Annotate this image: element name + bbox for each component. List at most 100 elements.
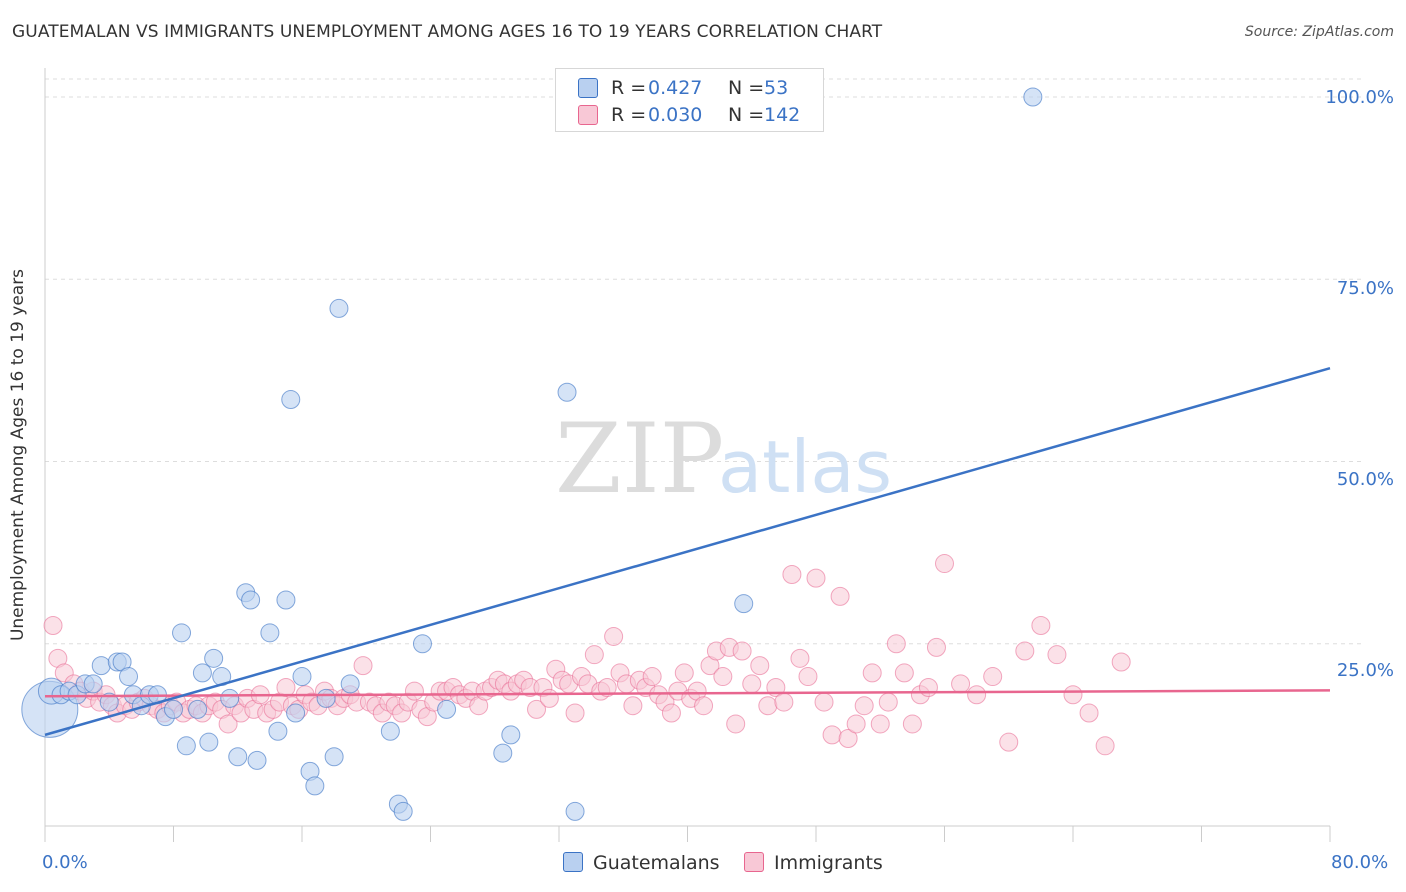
immigrants-point (565, 703, 585, 723)
immigrants-point (584, 645, 604, 665)
legend-r-label: R = (611, 77, 647, 99)
immigrants-point (822, 725, 842, 745)
immigrants-point (750, 656, 770, 676)
immigrants-point (758, 696, 778, 716)
bottom-legend-swatch-blue (563, 852, 583, 872)
immigrants-point (878, 692, 898, 712)
immigrants-point (854, 696, 874, 716)
immigrants-point (1031, 616, 1051, 636)
legend-swatch-pink (578, 105, 598, 125)
guatemalans-point (316, 688, 336, 708)
guatemalans-point (281, 390, 301, 410)
immigrants-point (1015, 641, 1035, 661)
guatemalans-point (437, 699, 457, 719)
gridlines (45, 78, 1365, 645)
guatemalans-point (565, 801, 585, 821)
y-tick-50: 50.0% (1336, 469, 1394, 490)
immigrants-point (661, 703, 681, 723)
immigrants-point (674, 663, 694, 683)
guatemalans-point (172, 623, 192, 643)
immigrants-point (597, 677, 617, 697)
correlation-legend: R = 0.427 N = 53 R = 0.030 N = 142 (555, 68, 824, 132)
immigrants-points (43, 554, 1131, 756)
guatemalans-point (268, 721, 288, 741)
guatemalans-point (380, 721, 400, 741)
x-tick-min: 0.0% (42, 852, 88, 873)
immigrants-point (830, 586, 850, 606)
immigrants-point (623, 696, 643, 716)
guatemalans-point (734, 594, 754, 614)
source-label: Source: ZipAtlas.com (1244, 24, 1394, 40)
immigrants-point (713, 667, 733, 687)
bottom-legend-label-guatemalans: Guatemalans (593, 852, 720, 874)
immigrants-point (782, 564, 802, 584)
immigrants-point (1079, 703, 1099, 723)
guatemalans-point (393, 801, 413, 821)
guatemalans-point (247, 750, 267, 770)
legend-n-value: 142 (764, 104, 801, 126)
y-axis-label-wrap: Unemployment Among Ages 16 to 19 years (8, 269, 28, 641)
immigrants-point (1063, 685, 1083, 705)
guatemalans-point (292, 667, 312, 687)
legend-r-value: 0.030 (648, 104, 703, 126)
guatemalans-point (192, 663, 212, 683)
immigrants-point (870, 714, 890, 734)
immigrants-point (353, 656, 373, 676)
immigrants-point (790, 648, 810, 668)
bottom-legend-guatemalans: Guatemalans (563, 852, 720, 874)
immigrants-point (935, 554, 954, 574)
guatemalans-point (176, 736, 196, 756)
immigrants-point (774, 692, 794, 712)
immigrants-point (846, 714, 866, 734)
legend-swatch-blue (578, 78, 598, 98)
immigrants-point (951, 674, 971, 694)
immigrants-point (902, 714, 922, 734)
legend-n-label: N = (728, 104, 765, 126)
immigrants-point (726, 714, 746, 734)
immigrants-point (642, 667, 662, 687)
y-axis-label: Unemployment Among Ages 16 to 19 years (8, 268, 28, 642)
guatemalans-point (557, 382, 577, 402)
immigrants-point (43, 616, 63, 636)
guatemalans-point (83, 674, 103, 694)
x-tick-max: 80.0% (1331, 852, 1389, 873)
immigrants-point (983, 667, 1003, 687)
immigrants-point (967, 685, 987, 705)
immigrants-point (838, 729, 858, 749)
immigrants-point (1095, 736, 1115, 756)
guatemalans-point (1023, 87, 1043, 107)
guatemalans-point (324, 747, 344, 767)
immigrants-point (806, 568, 826, 588)
guatemalans-point (305, 776, 325, 796)
guatemalans-point (188, 699, 208, 719)
guatemalans-point (493, 743, 513, 763)
immigrants-point (404, 681, 424, 701)
guatemalans-trend-line (44, 366, 1331, 737)
guatemalans-point (91, 656, 111, 676)
watermark: ZIP atlas (555, 403, 892, 515)
guatemalans-point (164, 699, 183, 719)
immigrants-point (694, 696, 714, 716)
legend-r-value: 0.427 (648, 77, 703, 99)
guatemalans-point (199, 732, 219, 752)
immigrants-point (742, 674, 762, 694)
guatemalans-point (501, 725, 521, 745)
immigrants-point (862, 663, 882, 683)
immigrants-point (539, 688, 559, 708)
immigrants-point (218, 714, 238, 734)
bottom-legend-immigrants: Immigrants (744, 852, 883, 874)
y-tick-75: 75.0% (1336, 278, 1394, 299)
bottom-legend-label-immigrants: Immigrants (774, 852, 883, 874)
watermark-zip: ZIP (555, 403, 724, 515)
watermark-atlas: atlas (718, 425, 892, 509)
guatemalans-point (241, 590, 261, 610)
immigrants-point (999, 732, 1019, 752)
guatemalans-point (99, 692, 119, 712)
legend-r-label: R = (611, 104, 647, 126)
trend-lines (44, 366, 1331, 737)
immigrants-point (604, 626, 624, 646)
immigrants-trend-line (44, 689, 1331, 698)
y-tick-25: 25.0% (1336, 660, 1394, 681)
legend-n-value: 53 (764, 77, 789, 99)
